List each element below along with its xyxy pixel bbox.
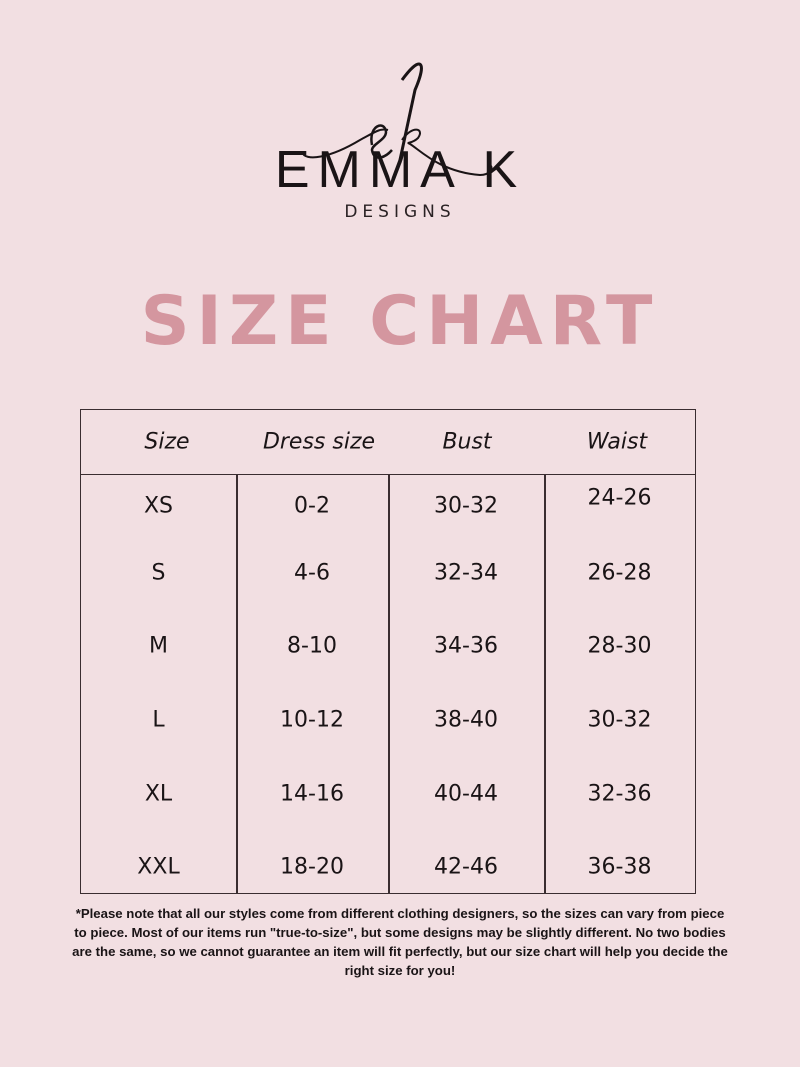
table-cell: 32-34 — [434, 560, 498, 586]
table-cell: 34-36 — [434, 633, 498, 659]
table-cell: M — [149, 633, 168, 659]
disclaimer-note: *Please note that all our styles come fr… — [72, 906, 728, 978]
table-cell: 28-30 — [587, 633, 652, 659]
table-cell: L — [152, 707, 165, 733]
table-cell: 8-10 — [287, 633, 337, 659]
table-cell: 36-38 — [587, 854, 652, 880]
table-cell: 18-20 — [280, 854, 344, 880]
table-cell: 40-44 — [434, 781, 498, 807]
brand-logo: EMMA K DESIGNS — [0, 40, 800, 230]
table-cell: 4-6 — [294, 560, 330, 586]
brand-name: EMMA K — [274, 141, 526, 199]
table-cell: 42-46 — [434, 854, 498, 880]
table-cell: 14-16 — [280, 781, 344, 807]
header-bust: Bust — [442, 429, 492, 455]
header-waist: Waist — [586, 429, 648, 455]
header-size: Size — [144, 429, 190, 455]
table-cell: XXL — [137, 854, 180, 880]
table-header: Size Dress size Bust Waist — [81, 410, 695, 475]
column-divider — [388, 475, 390, 893]
table-cell: 0-2 — [294, 493, 330, 519]
ek-monogram-icon — [301, 62, 493, 177]
table-cell: 24-26 — [587, 485, 652, 511]
size-table: Size Dress size Bust Waist XS 0-2 30-32 24-… — [80, 409, 696, 894]
table-cell: XL — [144, 781, 173, 807]
table-cell: 30-32 — [587, 707, 652, 733]
table-cell: 32-36 — [587, 781, 652, 807]
table-cell: S — [151, 560, 166, 586]
table-cell: XS — [143, 493, 174, 519]
column-divider — [544, 475, 546, 893]
table-cell: 26-28 — [587, 560, 652, 586]
table-cell: 10-12 — [280, 707, 344, 733]
page-title: SIZE CHART — [140, 282, 660, 361]
table-cell: 30-32 — [434, 493, 498, 519]
table-cell: 38-40 — [434, 707, 498, 733]
brand-subtitle: DESIGNS — [344, 202, 456, 222]
column-divider — [236, 475, 238, 893]
header-dress-size: Dress size — [262, 429, 376, 455]
